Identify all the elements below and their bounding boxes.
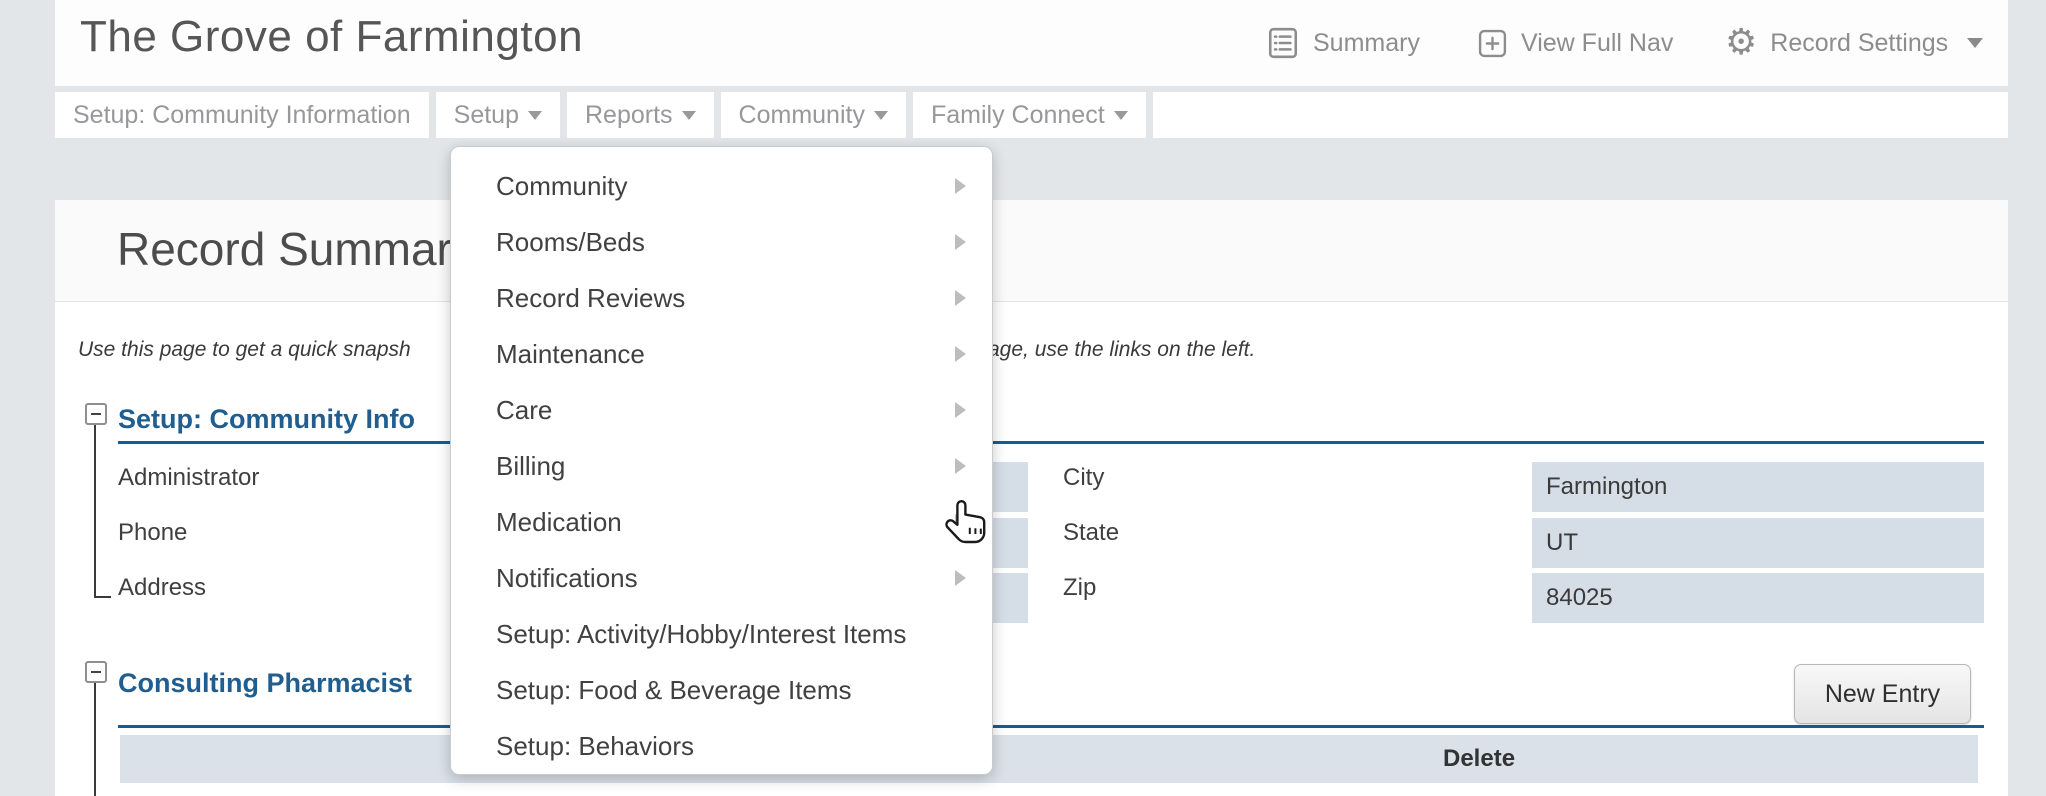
menu-item-billing[interactable]: Billing: [451, 438, 992, 494]
menu-item-record-reviews[interactable]: Record Reviews: [451, 270, 992, 326]
record-summary-panel: Record Summary Use this page to get a qu…: [55, 200, 2008, 796]
nav-tab-label: Community: [738, 100, 865, 129]
menu-item-label: Maintenance: [496, 338, 645, 369]
caret-down-icon: [873, 110, 888, 120]
menu-item-label: Billing: [496, 450, 566, 481]
nav-tab-label: Family Connect: [930, 100, 1105, 129]
nav-tab-setup-community-information[interactable]: Setup: Community Information: [55, 92, 429, 138]
nav-tab-family-connect[interactable]: Family Connect: [912, 92, 1146, 138]
menu-item-label: Setup: Food & Beverage Items: [496, 674, 852, 705]
menu-item-setup-behaviors[interactable]: Setup: Behaviors: [451, 718, 992, 774]
nav-bar: Setup: Community Information Setup Repor…: [55, 92, 2008, 138]
field-label-state: State: [1063, 519, 1120, 546]
menu-item-notifications[interactable]: Notifications: [451, 550, 992, 606]
summary-button[interactable]: Summary: [1266, 16, 1420, 70]
submenu-arrow-icon: [955, 178, 966, 194]
nav-tab-label: Reports: [585, 100, 673, 129]
plus-square-icon: [1477, 28, 1508, 59]
page-title: The Grove of Farmington: [80, 12, 584, 61]
menu-item-setup-activity-hobby-interest-items[interactable]: Setup: Activity/Hobby/Interest Items: [451, 606, 992, 662]
view-full-nav-label: View Full Nav: [1521, 28, 1674, 57]
submenu-arrow-icon: [955, 290, 966, 306]
menu-item-label: Medication: [496, 506, 622, 537]
submenu-arrow-icon: [955, 402, 966, 418]
nav-bar-filler: [1152, 92, 2008, 138]
nav-tab-community[interactable]: Community: [720, 92, 906, 138]
menu-item-care[interactable]: Care: [451, 382, 992, 438]
caret-down-icon: [681, 110, 696, 120]
menu-item-label: Record Reviews: [496, 282, 686, 313]
caret-down-icon: [1113, 110, 1128, 120]
menu-item-label: Setup: Activity/Hobby/Interest Items: [496, 618, 907, 649]
menu-item-maintenance[interactable]: Maintenance: [451, 326, 992, 382]
setup-dropdown-menu: Community Rooms/Beds Record Reviews Main…: [450, 146, 993, 775]
field-label-address: Address: [118, 574, 207, 601]
field-label-city: City: [1063, 464, 1105, 491]
menu-item-community[interactable]: Community: [451, 158, 992, 214]
nav-tab-label: Setup: Community Information: [73, 100, 411, 129]
menu-item-medication[interactable]: Medication: [451, 494, 992, 550]
field-value-city: Farmington: [1532, 462, 1984, 512]
panel-heading-band: Record Summary: [55, 200, 2008, 302]
gear-icon: ⚙: [1725, 22, 1758, 63]
field-label-zip: Zip: [1063, 574, 1097, 601]
summary-label: Summary: [1313, 28, 1420, 57]
collapse-toggle-consulting-pharmacist[interactable]: [85, 661, 107, 683]
nav-tab-label: Setup: [453, 100, 519, 129]
view-full-nav-button[interactable]: View Full Nav: [1477, 16, 1673, 70]
caret-down-icon: [528, 110, 542, 120]
submenu-arrow-icon: [955, 234, 966, 250]
section-link-community-info[interactable]: Setup: Community Info: [118, 404, 415, 434]
description-fragment-right: age, use the links on the left.: [988, 338, 1256, 361]
menu-item-label: Community: [496, 170, 628, 201]
table-header-row: [120, 735, 1978, 783]
tree-line-foot: [94, 596, 111, 598]
menu-item-label: Rooms/Beds: [496, 226, 645, 257]
section-divider: [118, 725, 1984, 728]
tree-line: [94, 425, 96, 598]
list-icon: [1266, 26, 1300, 60]
record-summary-title: Record Summary: [117, 223, 475, 275]
field-value-state: UT: [1532, 518, 1984, 568]
record-settings-button[interactable]: ⚙ Record Settings: [1725, 16, 1984, 70]
table-header-delete: Delete: [1443, 745, 1516, 772]
new-entry-button[interactable]: New Entry: [1794, 664, 1971, 724]
menu-item-label: Notifications: [496, 562, 638, 593]
submenu-arrow-icon: [955, 458, 966, 474]
section-divider: [118, 441, 1984, 444]
record-settings-label: Record Settings: [1770, 28, 1949, 57]
menu-item-label: Care: [496, 394, 553, 425]
section-link-consulting-pharmacist[interactable]: Consulting Pharmacist: [118, 668, 413, 698]
nav-tab-setup[interactable]: Setup: [435, 92, 560, 138]
field-label-administrator: Administrator: [118, 464, 260, 491]
collapse-toggle-community-info[interactable]: [85, 403, 107, 425]
submenu-arrow-icon: [955, 570, 966, 586]
nav-tab-reports[interactable]: Reports: [567, 92, 714, 138]
menu-item-setup-food-beverage-items[interactable]: Setup: Food & Beverage Items: [451, 662, 992, 718]
header: The Grove of Farmington Summary View Ful…: [55, 0, 2008, 86]
field-value-zip: 84025: [1532, 573, 1984, 623]
menu-item-label: Setup: Behaviors: [496, 730, 695, 761]
submenu-arrow-icon: [955, 346, 966, 362]
submenu-arrow-icon: [955, 514, 966, 530]
description-fragment-left: Use this page to get a quick snapsh: [78, 338, 411, 361]
menu-item-rooms-beds[interactable]: Rooms/Beds: [451, 214, 992, 270]
tree-line: [94, 683, 96, 796]
field-label-phone: Phone: [118, 519, 188, 546]
caret-down-icon: [1967, 38, 1984, 48]
